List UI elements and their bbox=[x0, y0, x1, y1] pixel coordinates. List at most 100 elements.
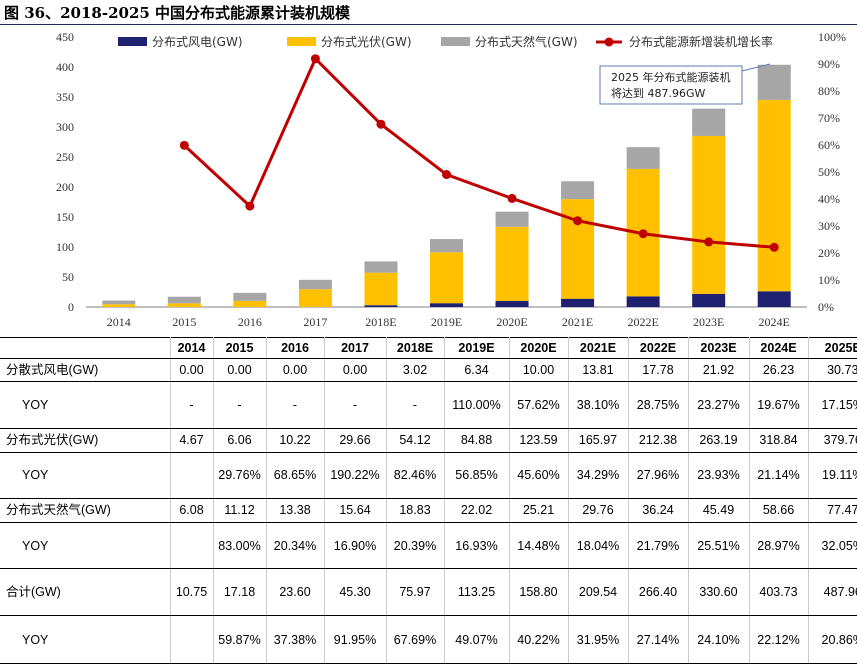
y2-tick-label: 90% bbox=[818, 57, 840, 71]
table-cell: 23.93% bbox=[687, 451, 750, 500]
table-cell: 19.11% bbox=[807, 451, 857, 500]
growth-point bbox=[442, 170, 451, 180]
y2-tick-label: 50% bbox=[818, 165, 840, 179]
x-tick-label: 2019E bbox=[431, 315, 462, 329]
row-label: YOY bbox=[0, 521, 171, 570]
title-rule bbox=[0, 24, 857, 25]
table-cell: - bbox=[169, 381, 214, 430]
y2-tick-label: 10% bbox=[818, 273, 840, 287]
growth-point bbox=[769, 242, 779, 252]
table-cell: 379.76 bbox=[807, 428, 857, 453]
table-cell: 0.00 bbox=[323, 357, 387, 383]
combo-chart: 0 50 100 150 200 250 300 350 400 450 0% 10% 20% 30% 40… bbox=[56, 30, 846, 329]
y2-tick-label: 80% bbox=[818, 84, 840, 98]
table-cell: 318.84 bbox=[748, 428, 809, 453]
table-cell: 23.60 bbox=[265, 568, 325, 617]
bar-segment bbox=[167, 303, 201, 307]
table-cell: 15.64 bbox=[323, 498, 387, 523]
row-label: 合计(GW) bbox=[0, 568, 171, 617]
column-header: 2020E bbox=[508, 337, 569, 359]
table-cell: 58.66 bbox=[748, 498, 809, 523]
table-cell: 22.02 bbox=[443, 498, 510, 523]
x-tick-label: 2024E bbox=[759, 315, 790, 329]
table-cell: 487.96 bbox=[807, 568, 857, 617]
bar-segment bbox=[233, 300, 267, 307]
bar-segment bbox=[167, 296, 201, 304]
y2-tick-label: 40% bbox=[818, 192, 840, 206]
y-tick-label: 300 bbox=[56, 120, 74, 134]
bar-segment bbox=[626, 147, 660, 169]
growth-line bbox=[183, 56, 775, 249]
table-cell: 67.69% bbox=[385, 615, 445, 664]
table-cell: 10.75 bbox=[169, 568, 214, 617]
bar-segment bbox=[495, 211, 529, 227]
table-cell: 6.06 bbox=[212, 428, 267, 453]
table-cell: 37.38% bbox=[265, 615, 325, 664]
y-tick-label: 450 bbox=[56, 30, 74, 44]
table-cell: 25.21 bbox=[508, 498, 569, 523]
x-tick-label: 2017 bbox=[303, 315, 327, 329]
row-label: YOY bbox=[0, 615, 171, 664]
table-cell: 17.15% bbox=[807, 381, 857, 430]
legend-marker bbox=[604, 37, 614, 47]
table-cell: 266.40 bbox=[627, 568, 689, 617]
table-cell: 45.60% bbox=[508, 451, 569, 500]
table-cell: 16.93% bbox=[443, 521, 510, 570]
table-cell: 45.30 bbox=[323, 568, 387, 617]
table-cell: 32.05% bbox=[807, 521, 857, 570]
figure-title: 图 36、2018-2025 中国分布式能源累计装机规模 bbox=[4, 4, 351, 22]
column-header: 2019E bbox=[443, 337, 510, 359]
bar-segment bbox=[561, 181, 595, 200]
annotation-line-1: 2025 年分布式能源装机 bbox=[611, 70, 731, 84]
table-cell: 403.73 bbox=[748, 568, 809, 617]
column-header: 2021E bbox=[567, 337, 629, 359]
table-cell: 18.04% bbox=[567, 521, 629, 570]
table-cell: 57.62% bbox=[508, 381, 569, 430]
table-cell: 18.83 bbox=[385, 498, 445, 523]
table-cell: 0.00 bbox=[169, 357, 214, 383]
bar-segment bbox=[626, 296, 660, 307]
legend-swatch bbox=[118, 37, 147, 46]
bar-segment bbox=[495, 226, 529, 301]
table-cell: 26.23 bbox=[748, 357, 809, 383]
annotation-line-2: 将达到 487.96GW bbox=[611, 87, 706, 100]
y2-tick-label: 60% bbox=[818, 138, 840, 152]
table-cell: 29.76 bbox=[567, 498, 629, 523]
table-cell: 49.07% bbox=[443, 615, 510, 664]
table-cell: 36.24 bbox=[627, 498, 689, 523]
column-header: 2022E bbox=[627, 337, 689, 359]
bar-segment bbox=[757, 291, 791, 307]
table-cell bbox=[169, 521, 214, 570]
annotation-pointer bbox=[741, 63, 771, 72]
table-cell: 29.66 bbox=[323, 428, 387, 453]
growth-point bbox=[310, 54, 320, 64]
legend-swatch bbox=[441, 37, 470, 46]
column-header: 2017 bbox=[323, 337, 387, 359]
table-cell: 10.22 bbox=[265, 428, 325, 453]
table-row: YOY 29.76% 68.65% 190.22% 82.46% 56.85% 45.60%… bbox=[0, 451, 857, 500]
table-cell: 27.96% bbox=[627, 451, 689, 500]
row-label: 分布式天然气(GW) bbox=[0, 498, 171, 523]
growth-point bbox=[573, 216, 583, 226]
x-tick-label: 2022E bbox=[627, 315, 658, 329]
table-cell: 68.65% bbox=[265, 451, 325, 500]
growth-point bbox=[245, 201, 255, 211]
row-label: 分布式光伏(GW) bbox=[0, 428, 171, 453]
table-cell: 330.60 bbox=[687, 568, 750, 617]
column-header: 2016 bbox=[265, 337, 325, 359]
legend-label: 分布式风电(GW) bbox=[152, 35, 243, 49]
growth-point bbox=[179, 140, 189, 150]
table-cell: 83.00% bbox=[212, 521, 267, 570]
growth-point bbox=[507, 193, 517, 203]
y2-tick-label: 30% bbox=[818, 219, 840, 233]
column-header: 2018E bbox=[385, 337, 445, 359]
table-cell bbox=[169, 615, 214, 664]
bar-segment bbox=[757, 99, 791, 292]
bar-segment bbox=[298, 289, 332, 307]
table-cell: 54.12 bbox=[385, 428, 445, 453]
y-tick-label: 150 bbox=[56, 210, 74, 224]
y2-tick-label: 100% bbox=[818, 30, 846, 44]
table-cell: 165.97 bbox=[567, 428, 629, 453]
table-cell: 0.00 bbox=[265, 357, 325, 383]
table-cell: - bbox=[385, 381, 445, 430]
